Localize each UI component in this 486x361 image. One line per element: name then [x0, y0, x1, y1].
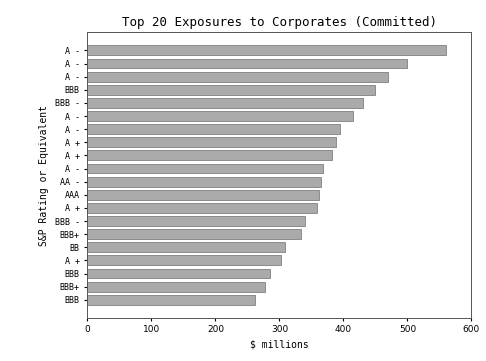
Bar	[87, 124, 340, 134]
Bar	[87, 203, 316, 213]
Bar	[87, 45, 446, 55]
Bar	[87, 269, 270, 278]
Bar	[87, 190, 319, 200]
Bar	[87, 72, 388, 82]
Bar	[87, 111, 353, 121]
Bar	[87, 177, 321, 187]
Bar	[87, 282, 265, 292]
Bar	[87, 151, 332, 160]
Bar	[87, 98, 363, 108]
Bar	[87, 216, 305, 226]
Bar	[87, 295, 255, 305]
Bar	[87, 242, 285, 252]
Bar	[87, 85, 375, 95]
Bar	[87, 137, 336, 147]
X-axis label: $ millions: $ millions	[250, 340, 309, 350]
Bar	[87, 164, 323, 173]
Y-axis label: S&P Rating or Equivalent: S&P Rating or Equivalent	[39, 105, 49, 245]
Bar	[87, 256, 281, 265]
Bar	[87, 229, 300, 239]
Title: Top 20 Exposures to Corporates (Committed): Top 20 Exposures to Corporates (Committe…	[122, 16, 437, 29]
Bar	[87, 58, 407, 69]
